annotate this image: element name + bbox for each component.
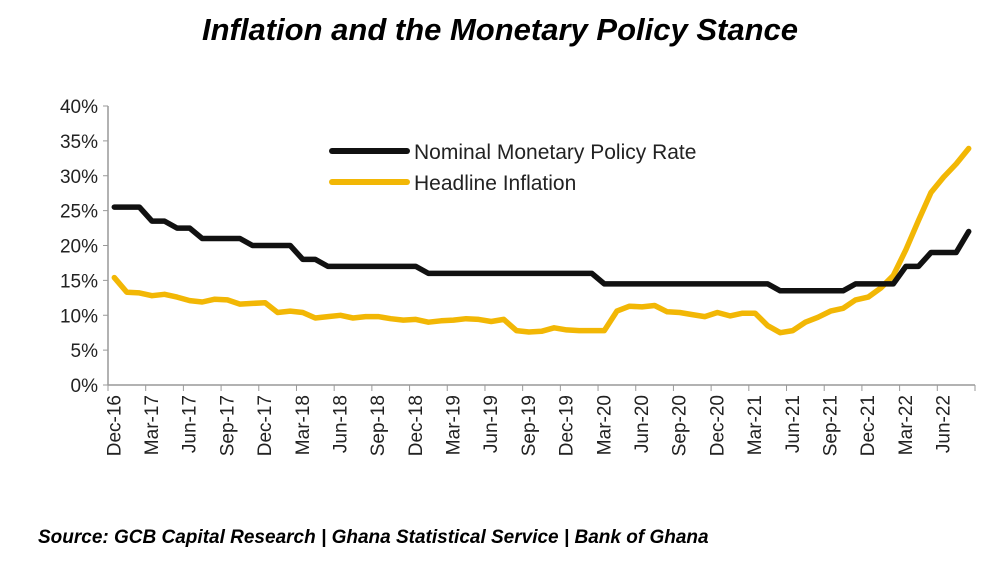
x-tick-label: Mar-22	[896, 395, 917, 455]
x-tick-label: Dec-17	[255, 395, 276, 456]
legend: Nominal Monetary Policy Rate Headline Inf…	[329, 141, 696, 195]
x-tick-label: Dec-18	[406, 395, 427, 456]
legend-label: Headline Inflation	[414, 172, 576, 195]
source-note: Source: GCB Capital Research | Ghana Sta…	[38, 527, 709, 548]
x-tick-label: Sep-18	[368, 395, 389, 456]
x-tick-label: Jun-22	[934, 395, 955, 453]
y-tick-label: 30%	[60, 167, 98, 188]
y-tick-label: 40%	[60, 97, 98, 118]
y-axis-ticks: 0% 5% 10% 15% 20% 25% 30% 35% 40%	[60, 97, 108, 397]
y-tick-label: 10%	[60, 306, 98, 327]
x-tick-label: Jun-21	[783, 395, 804, 453]
x-tick-label: Sep-17	[217, 395, 238, 456]
x-axis-ticks: Dec-16 Mar-17 Jun-17 Sep-17 Dec-17 Mar-18 Jun-…	[104, 385, 976, 456]
x-tick-label: Dec-19	[557, 395, 578, 456]
x-tick-label: Dec-16	[104, 395, 125, 456]
x-tick-label: Mar-18	[293, 395, 314, 455]
x-tick-label: Jun-17	[180, 395, 201, 453]
y-tick-label: 5%	[71, 341, 99, 362]
x-tick-label: Sep-19	[519, 395, 540, 456]
x-tick-label: Jun-20	[632, 395, 653, 453]
x-tick-label: Mar-19	[444, 395, 465, 455]
x-tick-label: Sep-20	[670, 395, 691, 456]
series-layer	[111, 145, 972, 336]
x-tick-label: Dec-20	[707, 395, 728, 456]
y-tick-label: 35%	[60, 132, 98, 153]
y-tick-label: 15%	[60, 271, 98, 292]
x-tick-label: Mar-21	[745, 395, 766, 455]
y-tick-label: 25%	[60, 202, 98, 223]
series-line-headline-inflation	[111, 145, 972, 336]
x-tick-label: Jun-19	[481, 395, 502, 453]
y-tick-label: 20%	[60, 237, 98, 258]
x-tick-label: Dec-21	[858, 395, 879, 456]
x-tick-label: Sep-21	[821, 395, 842, 456]
x-tick-label: Mar-20	[594, 395, 615, 455]
chart-title: Inflation and the Monetary Policy Stance	[202, 12, 798, 47]
series-line-nominal-monetary-policy-rate	[111, 204, 972, 294]
x-tick-label: Jun-18	[330, 395, 351, 453]
legend-label: Nominal Monetary Policy Rate	[414, 141, 696, 164]
y-tick-label: 0%	[71, 376, 99, 397]
x-tick-label: Mar-17	[142, 395, 163, 455]
